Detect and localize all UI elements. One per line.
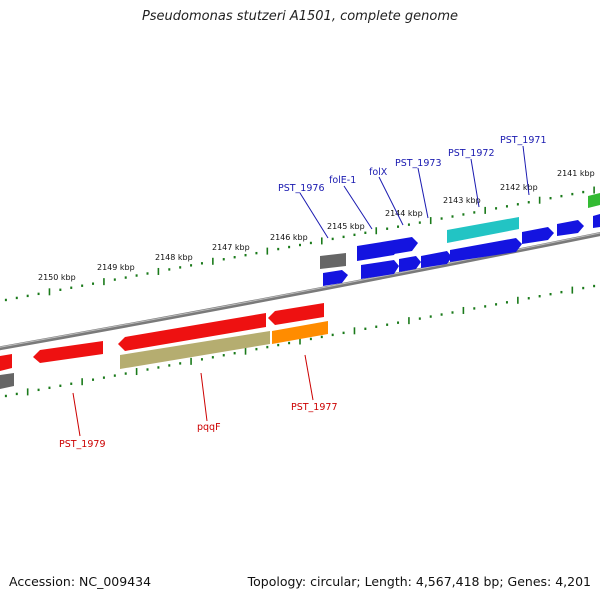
scale-label: 2149 kbp <box>97 263 135 272</box>
top-leaders <box>299 145 530 239</box>
scale-label: 2150 kbp <box>38 273 76 282</box>
gene-blue-f1[interactable] <box>323 270 348 286</box>
gene-blue-f5[interactable] <box>399 256 421 272</box>
gene-label-top[interactable]: folX <box>369 167 388 178</box>
gene-red-r2[interactable] <box>33 341 103 363</box>
gene-red-r1[interactable] <box>0 354 12 371</box>
gene-label-top[interactable]: PST_1972 <box>448 148 495 159</box>
gene-blue-f3[interactable] <box>394 237 418 254</box>
scale-label: 2143 kbp <box>443 196 481 205</box>
scale-label: 2146 kbp <box>270 233 308 242</box>
genome-backbone <box>0 231 600 351</box>
gene-label-bottom[interactable]: pqqF <box>197 422 221 433</box>
gene-blue-f6[interactable] <box>421 251 452 268</box>
gene-grey-top[interactable] <box>320 253 346 269</box>
bottom-leaders <box>72 354 314 437</box>
gene-blue-f7[interactable] <box>450 238 522 262</box>
gene-blue-f9[interactable] <box>557 220 584 236</box>
gene-red-r4[interactable] <box>268 303 324 325</box>
forward-genes <box>320 193 600 286</box>
gene-label-bottom[interactable]: PST_1979 <box>59 439 106 450</box>
scale-label: 2147 kbp <box>212 243 250 252</box>
scale-labels: 2150 kbp 2149 kbp 2148 kbp 2147 kbp 2146 kbp… <box>38 169 595 282</box>
gene-label-top[interactable]: PST_1973 <box>395 158 442 169</box>
gene-blue-f8[interactable] <box>522 227 554 244</box>
genome-backbone-highlight <box>0 232 600 348</box>
gene-label-top[interactable]: PST_1971 <box>500 135 547 146</box>
gene-cyan[interactable] <box>447 217 519 243</box>
gene-olive[interactable] <box>120 331 270 369</box>
gene-label-top[interactable]: folE-1 <box>329 175 356 186</box>
gene-red-r3[interactable] <box>118 313 266 351</box>
accession-text: Accession: NC_009434 <box>9 574 152 589</box>
scale-label: 2145 kbp <box>327 222 365 231</box>
scale-track-top <box>4 186 595 302</box>
scale-label: 2142 kbp <box>500 183 538 192</box>
scale-label: 2148 kbp <box>155 253 193 262</box>
map-title: Pseudomonas stutzeri A1501, complete gen… <box>141 9 459 24</box>
gene-orange[interactable] <box>272 321 328 344</box>
bottom-labels: PST_1979 pqqF PST_1977 <box>59 402 338 450</box>
scale-label: 2144 kbp <box>385 209 423 218</box>
gene-label-bottom[interactable]: PST_1977 <box>291 402 338 413</box>
top-labels: PST_1976 folE-1 folX PST_1973 PST_1972 PST_19… <box>278 135 547 194</box>
gene-blue-f2[interactable] <box>357 240 400 261</box>
gene-green[interactable] <box>588 193 600 208</box>
scale-track-bottom <box>4 284 596 398</box>
gene-grey-bottom[interactable] <box>0 373 14 389</box>
scale-label: 2141 kbp <box>557 169 595 178</box>
gene-label-top[interactable]: PST_1976 <box>278 183 325 194</box>
gene-blue-f10[interactable] <box>593 214 600 228</box>
reverse-genes <box>0 303 328 389</box>
genome-summary-text: Topology: circular; Length: 4,567,418 bp… <box>247 574 591 589</box>
gene-blue-f4[interactable] <box>361 260 399 279</box>
